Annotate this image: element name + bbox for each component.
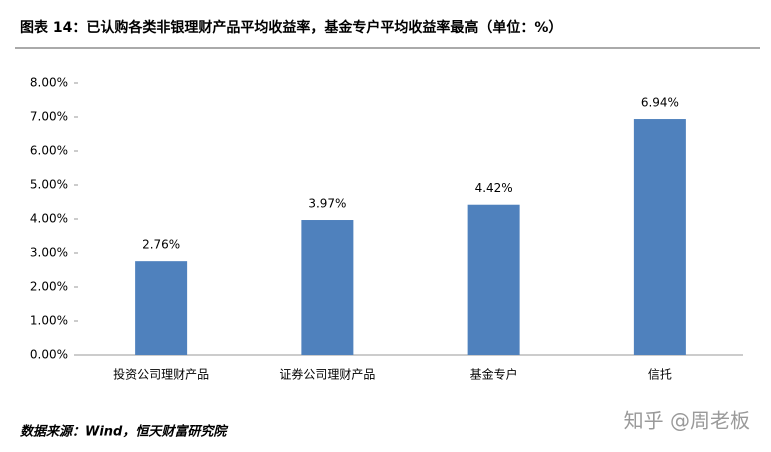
- y-tick-label: 8.00%: [30, 76, 68, 90]
- y-tick-label: 3.00%: [30, 246, 68, 260]
- x-tick-label: 基金专户: [470, 367, 518, 382]
- y-tick-label: 6.00%: [30, 144, 68, 158]
- y-tick-label: 1.00%: [30, 314, 68, 328]
- watermark: 知乎 @周老板: [624, 409, 750, 433]
- y-tick-label: 2.00%: [30, 280, 68, 294]
- value-label: 6.94%: [641, 96, 679, 110]
- source-note: 数据来源：Wind，恒天财富研究院: [20, 424, 229, 440]
- y-tick-label: 4.00%: [30, 212, 68, 226]
- y-tick-label: 7.00%: [30, 110, 68, 124]
- y-tick-label: 0.00%: [30, 348, 68, 362]
- value-label: 2.76%: [142, 238, 180, 252]
- x-tick-label: 投资公司理财产品: [113, 367, 209, 382]
- x-tick-label: 证券公司理财产品: [279, 367, 375, 382]
- value-label: 4.42%: [475, 181, 513, 195]
- bar: [135, 261, 188, 355]
- bar: [467, 204, 520, 355]
- bar: [301, 220, 354, 355]
- x-tick-label: 信托: [648, 368, 672, 382]
- chart-title: 图表 14：已认购各类非银理财产品平均收益率，基金专户平均收益率最高（单位：%）: [20, 19, 562, 36]
- y-tick-label: 5.00%: [30, 178, 68, 192]
- value-label: 3.97%: [308, 197, 346, 211]
- bar: [633, 119, 686, 355]
